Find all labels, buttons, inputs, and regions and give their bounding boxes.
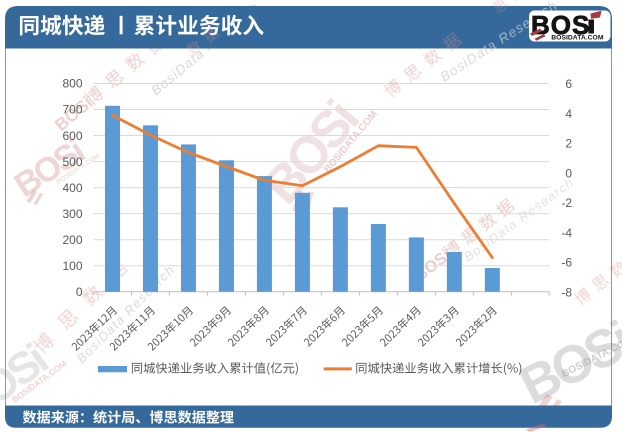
svg-text:BOS: BOS xyxy=(531,10,590,40)
svg-text:-6: -6 xyxy=(561,256,572,270)
svg-text:0: 0 xyxy=(565,166,572,180)
svg-text:BOSIDATA.COM: BOSIDATA.COM xyxy=(551,35,604,42)
svg-text:-4: -4 xyxy=(561,226,572,240)
svg-text:200: 200 xyxy=(62,233,82,247)
svg-text:4: 4 xyxy=(565,107,572,121)
svg-text:0: 0 xyxy=(76,285,83,299)
svg-text:100: 100 xyxy=(62,259,82,273)
svg-text:2: 2 xyxy=(565,137,572,151)
svg-text:-8: -8 xyxy=(561,285,572,299)
svg-text:800: 800 xyxy=(62,77,82,91)
svg-text:-2: -2 xyxy=(561,196,572,210)
svg-text:500: 500 xyxy=(62,155,82,169)
svg-text:600: 600 xyxy=(62,129,82,143)
svg-text:400: 400 xyxy=(62,181,82,195)
svg-text:700: 700 xyxy=(62,103,82,117)
svg-text:300: 300 xyxy=(62,207,82,221)
svg-text:6: 6 xyxy=(565,77,572,91)
